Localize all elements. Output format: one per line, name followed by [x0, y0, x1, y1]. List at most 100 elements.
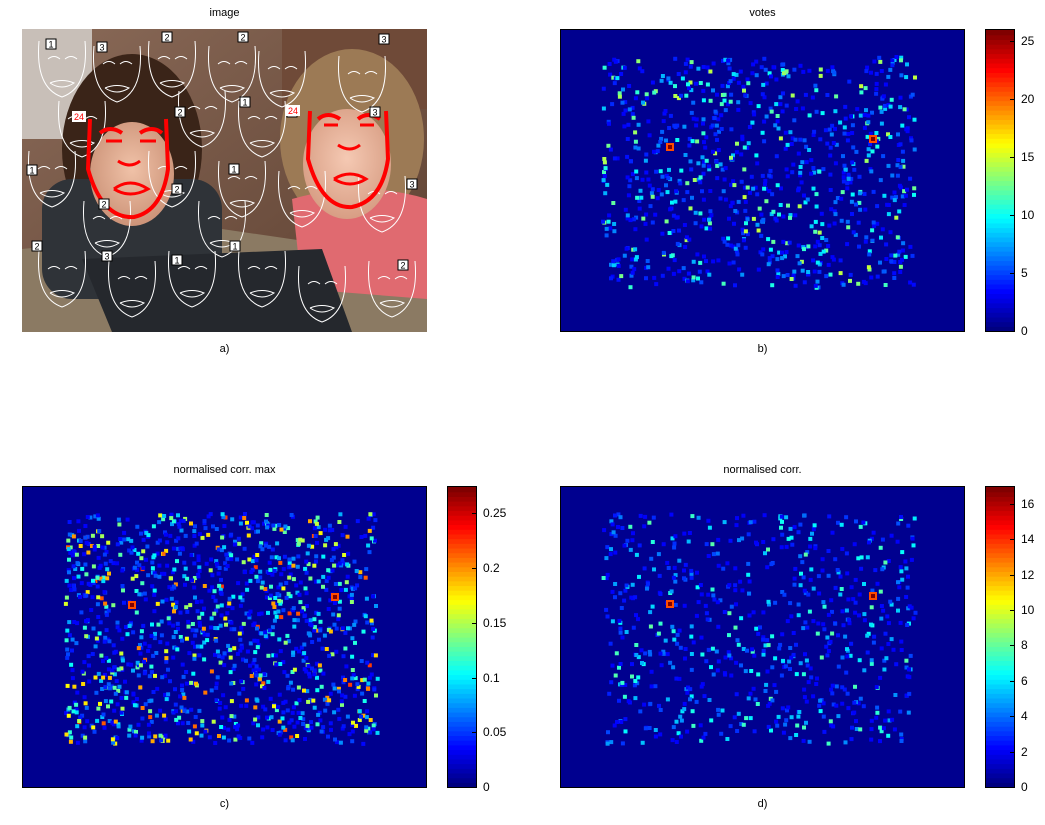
heatmap-cell: [851, 230, 856, 235]
heatmap-cell: [192, 585, 197, 590]
heatmap-cell: [89, 608, 94, 612]
heatmap-cell: [69, 735, 74, 740]
heatmap-cell: [766, 724, 771, 729]
heatmap-cell: [291, 650, 296, 655]
heatmap-cell: [792, 576, 797, 581]
heatmap-cell: [353, 586, 358, 591]
heatmap-cell: [890, 173, 895, 178]
heatmap-cell: [903, 254, 908, 259]
heatmap-cell: [845, 691, 850, 696]
heatmap-cell: [766, 547, 770, 552]
heatmap-cell: [618, 591, 623, 596]
heatmap-cell: [250, 740, 255, 745]
heatmap-cell: [231, 594, 236, 599]
heatmap-cell: [719, 127, 724, 131]
heatmap-cell: [722, 177, 727, 182]
heatmap-cell: [845, 181, 850, 186]
heatmap-cell: [297, 592, 302, 597]
heatmap-cell: [828, 639, 833, 644]
heatmap-cell: [874, 131, 879, 135]
heatmap-cell: [775, 183, 780, 188]
heatmap-cell: [287, 611, 292, 616]
heatmap-cell: [192, 534, 197, 538]
heatmap-cell: [232, 627, 237, 632]
heatmap-cell: [806, 680, 811, 685]
heatmap-cell: [764, 81, 769, 86]
heatmap-cell: [163, 673, 168, 678]
heatmap-cell: [842, 687, 847, 692]
heatmap-cell: [218, 587, 223, 592]
heatmap-cell: [178, 546, 183, 551]
heatmap-cell: [888, 135, 893, 139]
heatmap-cell: [880, 96, 885, 101]
heatmap-cell: [140, 581, 145, 586]
heatmap-cell: [232, 646, 237, 651]
heatmap-cell: [763, 551, 767, 556]
heatmap-cell: [780, 250, 784, 255]
heatmap-cell: [171, 623, 176, 628]
heatmap-cell: [830, 631, 835, 636]
heatmap-cell: [255, 579, 260, 584]
heatmap-cell: [908, 653, 913, 658]
heatmap-cell: [616, 525, 620, 529]
heatmap-cell: [120, 568, 125, 573]
heatmap-cell: [314, 521, 319, 526]
heatmap-cell: [101, 579, 106, 584]
colorbar-step: [986, 81, 1014, 88]
heatmap-cell: [372, 687, 377, 692]
heatmap-cell: [911, 282, 916, 287]
heatmap-cell: [126, 662, 131, 667]
heatmap-cell: [670, 738, 675, 743]
heatmap-cell: [110, 668, 115, 673]
colorbar-step: [986, 62, 1014, 69]
heatmap-cell: [803, 620, 808, 625]
heatmap-cell: [842, 125, 847, 130]
heatmap-cell: [796, 602, 801, 607]
heatmap-cell: [243, 512, 247, 516]
heatmap-cell: [689, 634, 694, 639]
heatmap-cell: [719, 102, 724, 107]
heatmap-cell: [217, 654, 222, 659]
heatmap-cell: [99, 596, 104, 601]
heatmap-cell: [732, 183, 737, 188]
heatmap-cell: [748, 520, 753, 525]
heatmap-cell: [374, 693, 378, 698]
heatmap-cell: [641, 100, 645, 105]
heatmap-cell: [662, 111, 667, 116]
heatmap-cell: [295, 590, 300, 595]
heatmap-cell: [275, 592, 280, 596]
heatmap-cell: [906, 710, 911, 715]
heatmap-cell: [886, 621, 891, 626]
heatmap-cell: [627, 84, 632, 88]
heatmap-cell: [862, 192, 867, 196]
heatmap-cell: [365, 660, 370, 665]
heatmap-cell: [740, 137, 745, 142]
heatmap-cell: [738, 69, 743, 74]
heatmap-cell: [711, 88, 715, 93]
heatmap-cell: [115, 542, 120, 547]
heatmap-cell: [808, 544, 813, 549]
heatmap-cell: [682, 707, 687, 712]
heatmap-cell: [109, 699, 114, 704]
heatmap-cell: [187, 651, 192, 656]
heatmap-cell: [617, 698, 621, 703]
heatmap-cell: [628, 524, 633, 529]
heatmap-cell: [770, 634, 775, 639]
heatmap-cell: [619, 72, 624, 76]
heatmap-cell: [208, 568, 213, 573]
heatmap-cell: [264, 543, 268, 548]
heatmap-cell: [845, 186, 850, 191]
heatmap-cell: [131, 691, 136, 696]
heatmap-cell: [251, 623, 256, 628]
heatmap-cell: [127, 727, 132, 732]
heatmap-cell: [638, 513, 643, 518]
heatmap-cell: [820, 111, 825, 116]
heatmap-cell: [215, 649, 220, 654]
heatmap-cell: [322, 697, 327, 702]
heatmap-cell: [884, 242, 889, 247]
face-sketch-outline: [237, 250, 287, 308]
panel-c-title: normalised corr. max: [173, 464, 276, 476]
colorbar-step: [448, 529, 476, 535]
heatmap-cell: [841, 623, 846, 628]
heatmap-cell: [82, 725, 87, 730]
